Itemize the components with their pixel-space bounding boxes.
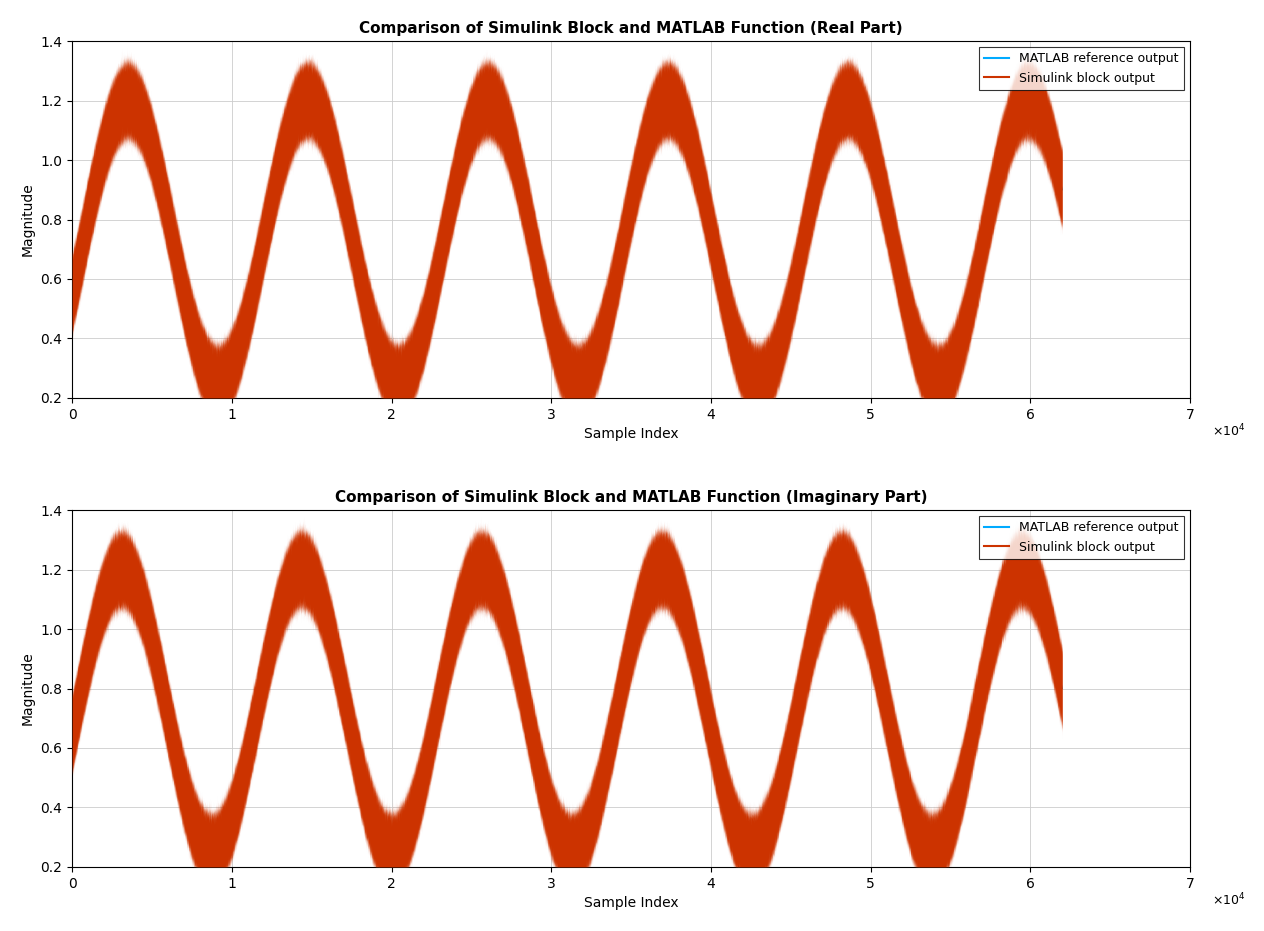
Title: Comparison of Simulink Block and MATLAB Function (Real Part): Comparison of Simulink Block and MATLAB … (359, 20, 902, 35)
X-axis label: Sample Index: Sample Index (584, 897, 679, 911)
Legend: MATLAB reference output, Simulink block output: MATLAB reference output, Simulink block … (980, 517, 1184, 559)
X-axis label: Sample Index: Sample Index (584, 427, 679, 441)
Text: $\times10^4$: $\times10^4$ (1212, 892, 1246, 909)
Y-axis label: Magnitude: Magnitude (20, 182, 35, 256)
Text: $\times10^4$: $\times10^4$ (1212, 423, 1246, 439)
Legend: MATLAB reference output, Simulink block output: MATLAB reference output, Simulink block … (980, 47, 1184, 89)
Y-axis label: Magnitude: Magnitude (20, 652, 35, 725)
Title: Comparison of Simulink Block and MATLAB Function (Imaginary Part): Comparison of Simulink Block and MATLAB … (335, 490, 928, 505)
